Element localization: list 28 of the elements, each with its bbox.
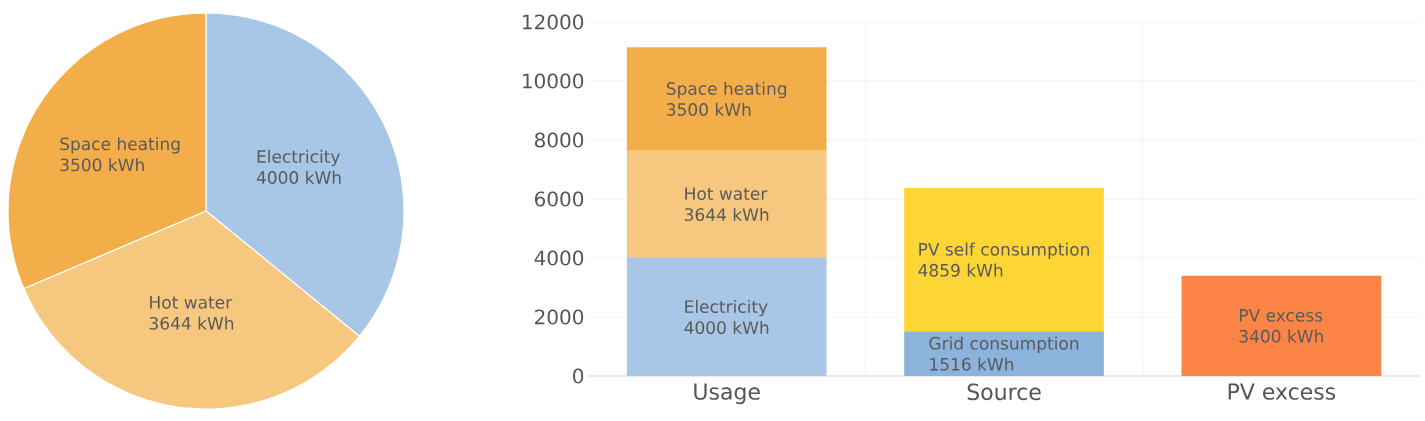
data-label: 3400 kWh [1239,329,1323,343]
data-label: 1516 kWh [930,357,1014,371]
data-label: 3644 kWh [149,316,234,330]
data-label: 4000 kWh [256,170,341,184]
data-label: 3644 kWh [684,207,769,222]
y-tick-label: 2000 [535,309,584,325]
x-tick-label: Source [967,383,1041,401]
y-tick-label: 0 [573,368,584,384]
slice-label: Electricity [257,149,340,167]
data-label: 4000 kWh [684,320,769,335]
slice-label: Hot water [150,296,233,309]
series-label: PV self consumption [919,242,1089,259]
data-label: 4859 kWh [918,263,1003,277]
series-label: Grid consumption [929,336,1079,354]
y-tick-label: 8000 [534,132,584,148]
y-tick-label: 10000 [523,73,584,89]
y-tick-label: 4000 [534,250,584,266]
data-label: 3500 kWh [667,102,751,116]
data-label: 3500 kWh [60,158,144,172]
series-label: Electricity [685,299,768,317]
slice-label: Space heating [60,137,180,154]
y-tick-label: 12000 [523,14,584,30]
series-label: PV excess [1239,309,1323,322]
series-label: Hot water [685,187,768,201]
x-tick-label: PV excess [1228,383,1336,400]
x-tick-label: Usage [694,383,760,405]
y-tick-label: 6000 [534,191,584,207]
series-label: Space heating [666,81,787,99]
